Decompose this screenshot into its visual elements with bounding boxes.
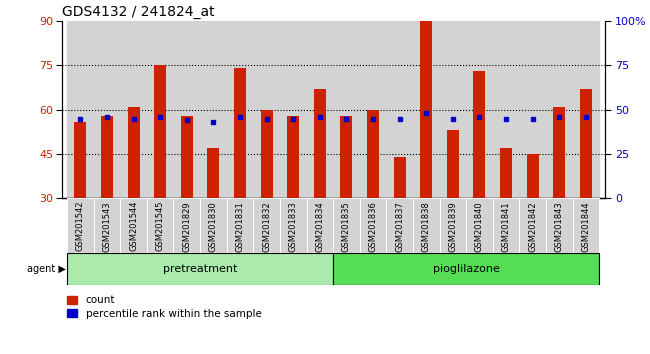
- Bar: [200, 21, 227, 198]
- Bar: [473, 72, 486, 198]
- Bar: [261, 110, 272, 198]
- Bar: [553, 107, 566, 198]
- Bar: [287, 116, 299, 198]
- Bar: [573, 21, 599, 198]
- Bar: [333, 21, 359, 198]
- Bar: [421, 21, 432, 198]
- Bar: [174, 21, 200, 198]
- Bar: [519, 198, 546, 253]
- Text: GSM201836: GSM201836: [369, 201, 378, 252]
- Text: pretreatment: pretreatment: [163, 264, 237, 274]
- Bar: [207, 148, 220, 198]
- Bar: [413, 21, 439, 198]
- Bar: [519, 21, 546, 198]
- Text: GSM201835: GSM201835: [342, 201, 351, 252]
- Bar: [439, 198, 466, 253]
- Text: GSM201842: GSM201842: [528, 201, 537, 252]
- Bar: [314, 89, 326, 198]
- Bar: [526, 154, 539, 198]
- Text: GSM201545: GSM201545: [156, 201, 164, 251]
- Bar: [174, 198, 200, 253]
- Bar: [200, 198, 227, 253]
- Bar: [120, 21, 147, 198]
- Text: GDS4132 / 241824_at: GDS4132 / 241824_at: [62, 5, 214, 19]
- Bar: [154, 65, 166, 198]
- Text: GSM201831: GSM201831: [235, 201, 244, 252]
- Bar: [67, 21, 94, 198]
- Bar: [307, 21, 333, 198]
- Bar: [466, 198, 493, 253]
- Bar: [101, 116, 113, 198]
- Text: agent ▶: agent ▶: [27, 264, 66, 274]
- Text: GSM201838: GSM201838: [422, 201, 431, 252]
- Bar: [394, 157, 406, 198]
- Bar: [94, 21, 120, 198]
- Bar: [227, 198, 254, 253]
- Text: GSM201833: GSM201833: [289, 201, 298, 252]
- Legend: count, percentile rank within the sample: count, percentile rank within the sample: [67, 296, 261, 319]
- Bar: [493, 21, 519, 198]
- Text: GSM201829: GSM201829: [182, 201, 191, 252]
- Text: GSM201841: GSM201841: [502, 201, 510, 252]
- Bar: [254, 198, 280, 253]
- Text: GSM201834: GSM201834: [315, 201, 324, 252]
- Bar: [573, 198, 599, 253]
- Bar: [181, 116, 193, 198]
- Bar: [234, 68, 246, 198]
- Text: GSM201543: GSM201543: [103, 201, 112, 252]
- Text: GSM201839: GSM201839: [448, 201, 458, 252]
- Text: GSM201837: GSM201837: [395, 201, 404, 252]
- Bar: [74, 121, 86, 198]
- Bar: [447, 130, 459, 198]
- Bar: [94, 198, 120, 253]
- Bar: [333, 253, 599, 285]
- Bar: [127, 107, 140, 198]
- Text: GSM201844: GSM201844: [581, 201, 590, 252]
- Bar: [280, 21, 307, 198]
- Text: GSM201544: GSM201544: [129, 201, 138, 251]
- Bar: [359, 198, 386, 253]
- Bar: [147, 21, 174, 198]
- Bar: [67, 198, 94, 253]
- Bar: [254, 21, 280, 198]
- Bar: [333, 198, 359, 253]
- Bar: [280, 198, 307, 253]
- Bar: [546, 21, 573, 198]
- Text: GSM201832: GSM201832: [262, 201, 271, 252]
- Bar: [386, 198, 413, 253]
- Text: GSM201542: GSM201542: [76, 201, 85, 251]
- Text: GSM201830: GSM201830: [209, 201, 218, 252]
- Bar: [413, 198, 439, 253]
- Bar: [466, 21, 493, 198]
- Bar: [341, 116, 352, 198]
- Bar: [500, 148, 512, 198]
- Text: GSM201843: GSM201843: [554, 201, 564, 252]
- Bar: [120, 198, 147, 253]
- Bar: [367, 110, 379, 198]
- Bar: [67, 253, 333, 285]
- Bar: [493, 198, 519, 253]
- Text: pioglilazone: pioglilazone: [433, 264, 500, 274]
- Bar: [359, 21, 386, 198]
- Bar: [439, 21, 466, 198]
- Bar: [546, 198, 573, 253]
- Text: GSM201840: GSM201840: [475, 201, 484, 252]
- Bar: [227, 21, 254, 198]
- Bar: [580, 89, 592, 198]
- Bar: [386, 21, 413, 198]
- Bar: [307, 198, 333, 253]
- Bar: [147, 198, 174, 253]
